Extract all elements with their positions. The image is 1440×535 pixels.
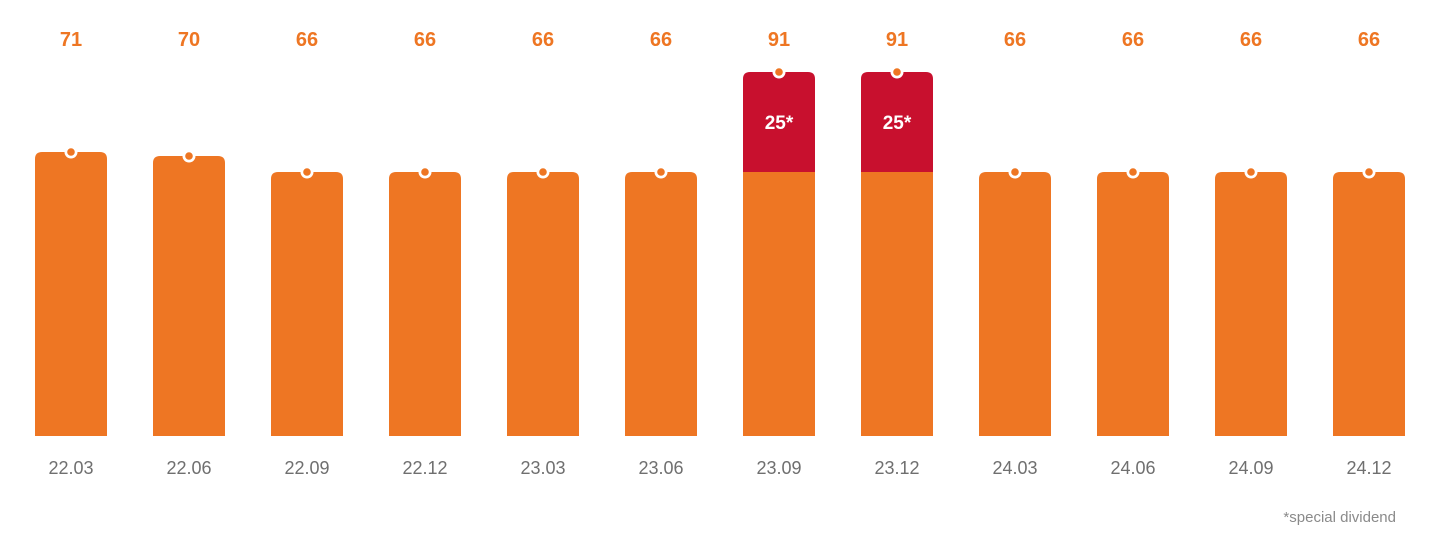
- bar-top-marker: [1129, 168, 1137, 176]
- bar-regular-dividend: [153, 156, 225, 436]
- category-label: 24.09: [1228, 458, 1273, 478]
- bar-top-marker: [657, 168, 665, 176]
- category-label: 23.09: [756, 458, 801, 478]
- category-label: 22.03: [48, 458, 93, 478]
- bar-regular-dividend: [979, 172, 1051, 436]
- bar-top-marker: [775, 68, 783, 76]
- bar-top-marker: [185, 152, 193, 160]
- bar-top-marker: [303, 168, 311, 176]
- bar-regular-dividend: [35, 152, 107, 436]
- category-label: 22.12: [402, 458, 447, 478]
- bar-total-label: 66: [1358, 29, 1380, 51]
- bar-total-label: 66: [1240, 29, 1262, 51]
- bar-regular-dividend: [389, 172, 461, 436]
- bar-special-dividend: [743, 72, 815, 172]
- bar-special-dividend: [861, 72, 933, 172]
- bar-total-label: 71: [60, 29, 82, 51]
- bar-top-marker: [421, 168, 429, 176]
- bar-top-marker: [893, 68, 901, 76]
- category-label: 22.09: [284, 458, 329, 478]
- bar-regular-dividend: [507, 172, 579, 436]
- bar-regular-dividend: [1215, 172, 1287, 436]
- bar-top-marker: [1011, 168, 1019, 176]
- category-label: 23.03: [520, 458, 565, 478]
- category-label: 23.06: [638, 458, 683, 478]
- bar-top-marker: [67, 148, 75, 156]
- bar-regular-dividend: [625, 172, 697, 436]
- category-label: 24.03: [992, 458, 1037, 478]
- bar-regular-dividend: [743, 172, 815, 436]
- bar-total-label: 66: [296, 29, 318, 51]
- bar-total-label: 66: [1004, 29, 1026, 51]
- category-label: 24.06: [1110, 458, 1155, 478]
- bar-total-label: 66: [414, 29, 436, 51]
- bar-top-marker: [1247, 168, 1255, 176]
- bar-total-label: 66: [1122, 29, 1144, 51]
- bar-top-marker: [1365, 168, 1373, 176]
- bar-regular-dividend: [271, 172, 343, 436]
- category-label: 23.12: [874, 458, 919, 478]
- category-label: 24.12: [1346, 458, 1391, 478]
- bar-regular-dividend: [861, 172, 933, 436]
- bar-regular-dividend: [1333, 172, 1405, 436]
- bar-top-marker: [539, 168, 547, 176]
- bar-regular-dividend: [1097, 172, 1169, 436]
- bar-total-label: 66: [650, 29, 672, 51]
- bar-total-label: 70: [178, 29, 200, 51]
- category-label: 22.06: [166, 458, 211, 478]
- special-dividend-label: 25*: [765, 113, 794, 134]
- bar-total-label: 91: [886, 29, 908, 51]
- special-dividend-label: 25*: [883, 113, 912, 134]
- bar-total-label: 66: [532, 29, 554, 51]
- bar-total-label: 91: [768, 29, 790, 51]
- chart-footnote: *special dividend: [1283, 509, 1396, 526]
